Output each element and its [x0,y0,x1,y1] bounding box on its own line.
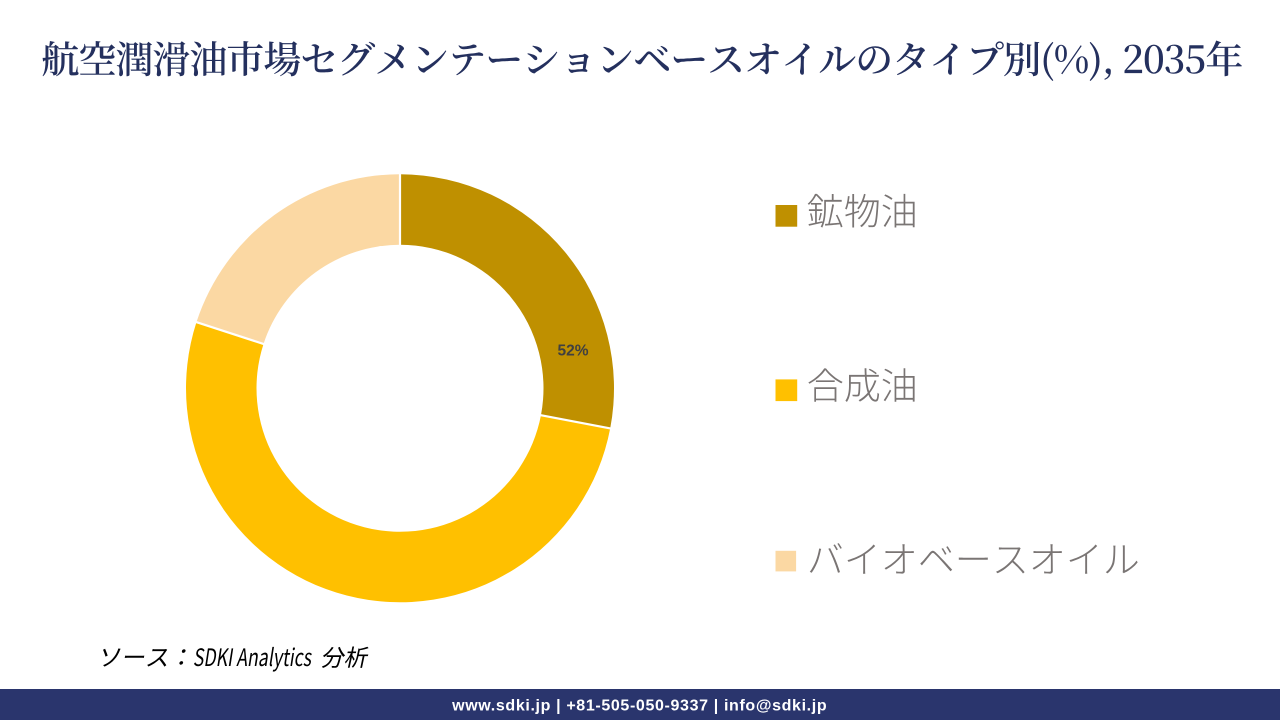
svg-text:www.sdki.jp | +81-505-050-9337: www.sdki.jp | +81-505-050-9337 | info@sd… [451,698,827,715]
svg-text:52%: 52% [557,343,588,360]
